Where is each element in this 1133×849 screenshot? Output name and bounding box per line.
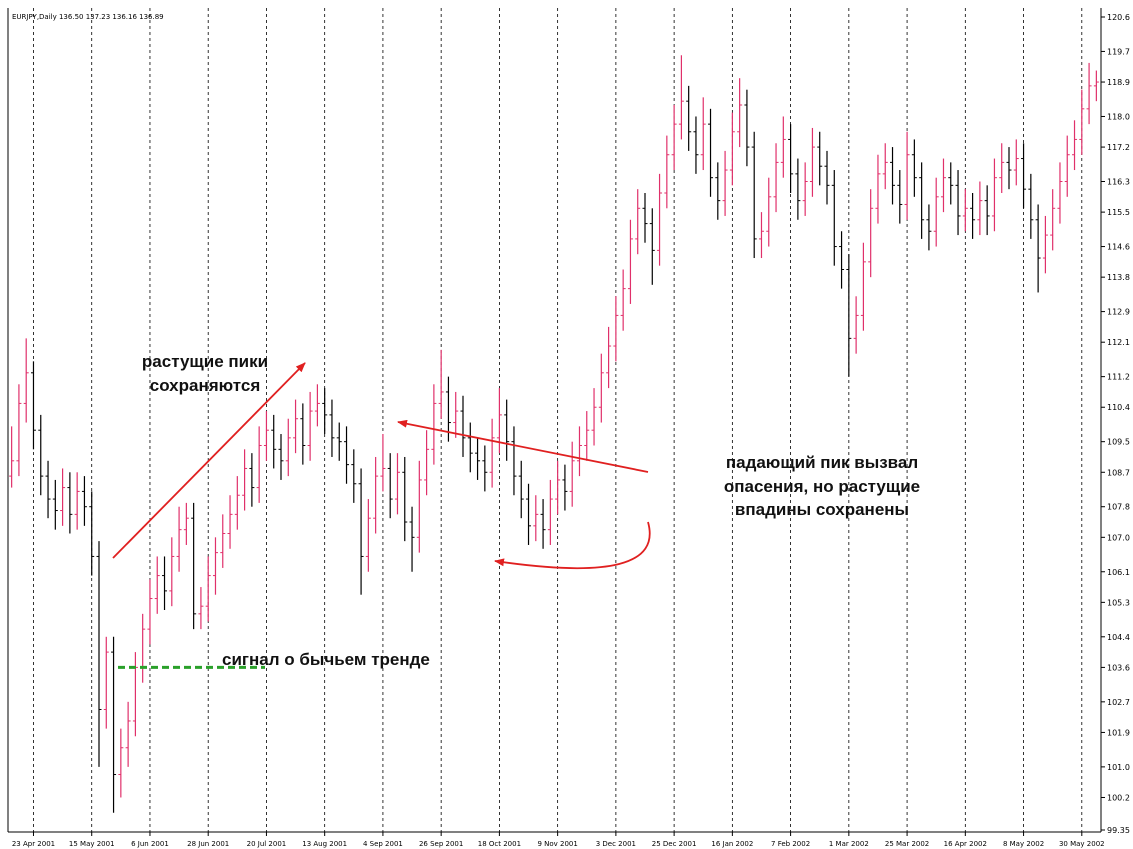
x-tick-label: 25 Mar 2002 (885, 840, 929, 848)
bars (9, 55, 1099, 813)
y-tick-label: 105.3 (1107, 598, 1130, 607)
annotation: растущие пики (142, 352, 268, 371)
y-tick-label: 114.6 (1107, 243, 1130, 252)
y-tick-label: 102.7 (1107, 698, 1130, 707)
x-tick-label: 1 Mar 2002 (829, 840, 869, 848)
y-tick-label: 109.5 (1107, 438, 1130, 447)
y-tick-label: 101.9 (1107, 728, 1130, 737)
x-tick-label: 18 Oct 2001 (478, 840, 521, 848)
y-tick-label: 120.6 (1107, 13, 1130, 22)
y-tick-label: 113.8 (1107, 273, 1130, 282)
annotation: опасения, но растущие (724, 477, 920, 496)
annotation: сигнал о бычьем тренде (222, 650, 430, 669)
y-tick-label: 100.2 (1107, 793, 1130, 802)
y-tick-label: 99.35 (1107, 826, 1130, 835)
y-tick-label: 107.8 (1107, 503, 1130, 512)
x-tick-label: 6 Jun 2001 (131, 840, 169, 848)
y-tick-label: 112.1 (1107, 338, 1130, 347)
y-tick-label: 107.0 (1107, 533, 1130, 542)
x-tick-label: 9 Nov 2001 (537, 840, 577, 848)
x-tick-label: 16 Jan 2002 (711, 840, 753, 848)
y-tick-label: 106.1 (1107, 568, 1130, 577)
annotation-arrows (112, 362, 651, 570)
x-tick-label: 4 Sep 2001 (363, 840, 403, 848)
y-tick-label: 111.2 (1107, 373, 1130, 382)
x-tick-label: 28 Jun 2001 (187, 840, 229, 848)
y-tick-label: 118.9 (1107, 78, 1130, 87)
arrow-rising-troughs (494, 521, 651, 570)
y-tick-label: 115.5 (1107, 208, 1130, 217)
y-tick-label: 104.4 (1107, 633, 1130, 642)
y-tick-label: 117.2 (1107, 143, 1130, 152)
arrow-falling-peak (397, 419, 649, 473)
x-tick-label: 7 Feb 2002 (771, 840, 810, 848)
x-tick-label: 8 May 2002 (1003, 840, 1044, 848)
x-tick-label: 15 May 2001 (69, 840, 115, 848)
y-tick-label: 101.0 (1107, 763, 1130, 772)
annotation: сохраняются (150, 376, 260, 395)
y-tick-label: 118.0 (1107, 112, 1130, 121)
x-tick-label: 25 Dec 2001 (652, 840, 697, 848)
chart-header: EURJPY,Daily 136.50 137.23 136.16 136.89 (12, 13, 164, 21)
x-tick-label: 3 Dec 2001 (596, 840, 636, 848)
y-tick-label: 108.7 (1107, 468, 1130, 477)
y-tick-label: 103.6 (1107, 663, 1130, 672)
x-tick-label: 13 Aug 2001 (302, 840, 347, 848)
annotation: падающий пик вызвал (726, 453, 918, 472)
annotation: впадины сохранены (735, 500, 909, 519)
x-tick-label: 26 Sep 2001 (419, 840, 463, 848)
x-tick-label: 23 Apr 2001 (12, 840, 55, 848)
x-tick-label: 16 Apr 2002 (944, 840, 987, 848)
y-tick-label: 112.9 (1107, 308, 1130, 317)
y-tick-label: 116.3 (1107, 178, 1130, 187)
x-tick-label: 20 Jul 2001 (247, 840, 287, 848)
y-tick-label: 110.4 (1107, 403, 1130, 412)
y-tick-label: 119.7 (1107, 47, 1130, 56)
grid (33, 8, 1083, 832)
x-tick-label: 30 May 2002 (1059, 840, 1105, 848)
arrow-rising-peaks (112, 362, 306, 559)
